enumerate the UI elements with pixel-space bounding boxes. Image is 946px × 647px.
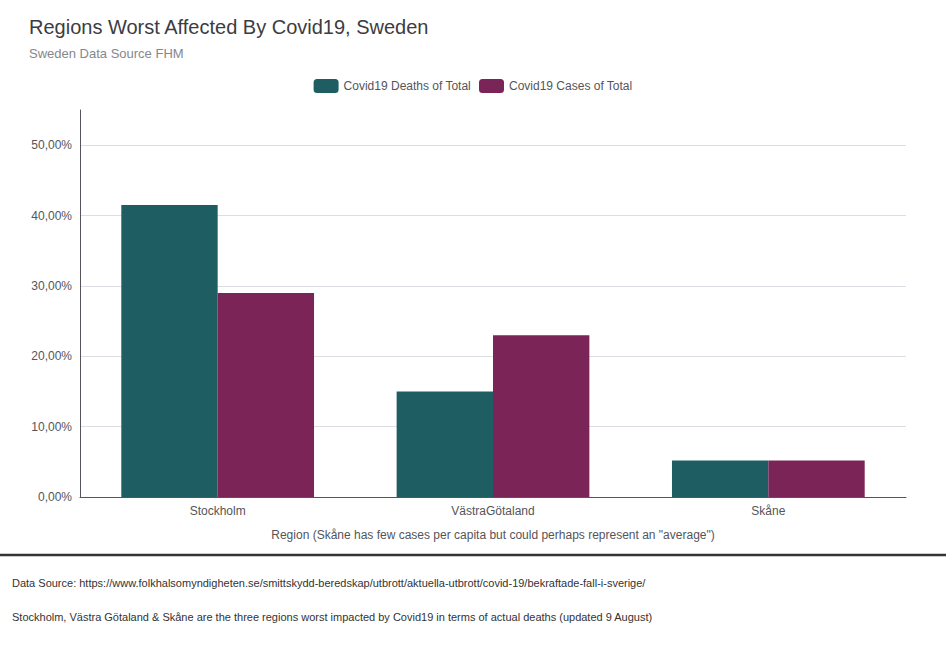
svg-text:Skåne: Skåne (751, 504, 785, 518)
svg-text:Sweden Data Source FHM: Sweden Data Source FHM (29, 46, 184, 61)
svg-text:Regions Worst Affected By Covi: Regions Worst Affected By Covid19, Swede… (29, 16, 428, 38)
svg-text:10,00%: 10,00% (31, 420, 72, 434)
svg-text:Stockholm, Västra Götaland & S: Stockholm, Västra Götaland & Skåne are t… (12, 611, 652, 623)
svg-text:20,00%: 20,00% (31, 349, 72, 363)
svg-text:Covid19 Cases of Total: Covid19 Cases of Total (509, 79, 632, 93)
svg-text:30,00%: 30,00% (31, 279, 72, 293)
svg-text:Data Source: https://www.folkh: Data Source: https://www.folkhalsomyndig… (12, 577, 646, 589)
svg-text:40,00%: 40,00% (31, 209, 72, 223)
svg-text:VästraGötaland: VästraGötaland (451, 504, 534, 518)
svg-text:Stockholm: Stockholm (190, 504, 246, 518)
svg-text:Region (Skåne has few cases pe: Region (Skåne has few cases per capita b… (271, 528, 714, 542)
svg-text:0,00%: 0,00% (38, 490, 72, 504)
svg-text:50,00%: 50,00% (31, 138, 72, 152)
svg-text:Covid19 Deaths of Total: Covid19 Deaths of Total (344, 79, 471, 93)
